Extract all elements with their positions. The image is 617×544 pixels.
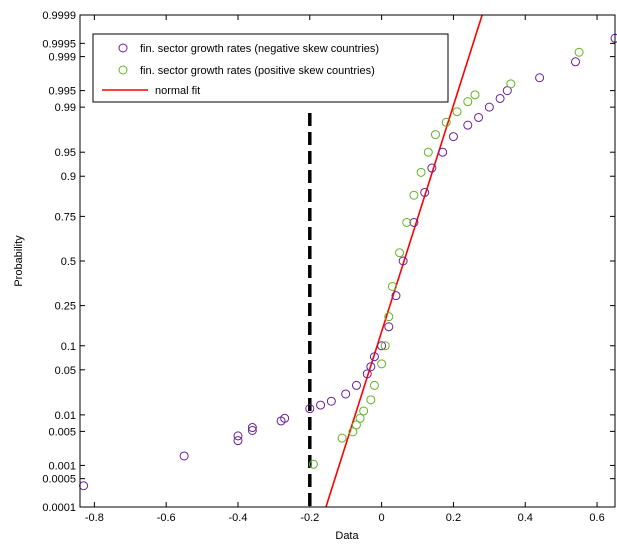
y-tick-label: 0.9995 [42,38,76,50]
data-point [387,281,397,291]
data-point [359,406,369,416]
data-point [463,97,473,107]
data-point [179,451,189,461]
y-tick-label: 0.25 [55,301,76,313]
data-point [535,73,545,83]
data-point [380,341,390,351]
legend-marker-negative-skew [118,43,128,53]
x-tick-label: 0 [379,512,385,524]
x-tick-label: 0.4 [518,512,533,524]
data-point [233,436,243,446]
y-axis-label: Probability [13,235,25,287]
data-point [233,431,243,441]
legend-marker-positive-skew [118,65,128,75]
data-point [337,433,347,443]
data-point [574,47,584,57]
y-tick-label: 0.005 [48,426,76,438]
data-point [416,167,426,177]
x-tick-label: 0.2 [446,512,461,524]
y-tick-label: 0.9999 [42,10,76,22]
data-point [362,369,372,379]
y-tick-label: 0.001 [48,460,76,472]
x-axis-label: Data [335,530,359,542]
data-point [463,120,473,130]
data-point [495,93,505,103]
plot-area [79,15,617,507]
data-point [448,132,458,142]
series-positive-skew [308,47,584,469]
data-point [351,380,361,390]
y-tick-label: 0.9 [61,171,76,183]
data-point [441,117,451,127]
y-tick-label: 0.95 [55,147,76,159]
data-point [391,291,401,301]
data-point [452,107,462,117]
data-point [470,90,480,100]
y-tick-label: 0.05 [55,365,76,377]
y-tick-label: 0.0001 [42,502,76,514]
data-point [423,147,433,157]
data-point [369,352,379,362]
y-tick-label: 0.5 [61,256,76,268]
data-point [377,359,387,369]
y-tick-label: 0.0005 [42,474,76,486]
data-point [355,413,365,423]
y-tick-label: 0.995 [48,86,76,98]
legend-label-normal-fit: normal fit [155,85,200,97]
data-point [430,130,440,140]
data-point [316,400,326,410]
x-tick-label: 0.6 [589,512,604,524]
data-point [474,112,484,122]
legend-label-negative-skew: fin. sector growth rates (negative skew … [140,43,379,55]
legend-label-positive-skew: fin. sector growth rates (positive skew … [140,65,375,77]
data-point [427,163,437,173]
data-point [506,79,516,89]
data-point [369,380,379,390]
data-point [366,362,376,372]
data-point [571,57,581,67]
data-point [247,425,257,435]
y-tick-label: 0.75 [55,211,76,223]
data-point [402,217,412,227]
axis-ticks: -0.8 -0.6 -0.4 -0.2 0 0.2 0.4 0.6 0.0001 0.0005 0.… [42,10,615,524]
x-tick-label: -0.2 [300,512,319,524]
data-point [280,413,290,423]
y-tick-label: 0.1 [61,341,76,353]
data-point [409,190,419,200]
x-tick-label: -0.6 [157,512,176,524]
x-tick-label: -0.4 [229,512,248,524]
data-point [366,395,376,405]
data-point [326,396,336,406]
data-point [341,389,351,399]
data-point [409,217,419,227]
y-tick-label: 0.999 [48,52,76,64]
data-point [384,312,394,322]
y-tick-label: 0.01 [55,410,76,422]
legend: fin. sector growth rates (negative skew … [92,33,449,103]
data-point [438,147,448,157]
data-point [398,256,408,266]
data-point [377,341,387,351]
data-point [484,102,494,112]
x-tick-label: -0.8 [85,512,104,524]
data-point [384,322,394,332]
data-point [502,86,512,96]
data-point [247,423,257,433]
data-point [395,248,405,258]
y-tick-label: 0.99 [55,102,76,114]
data-point [305,404,315,414]
data-point [308,459,318,469]
data-point [420,187,430,197]
data-point [348,427,358,437]
legend-box [92,33,449,103]
